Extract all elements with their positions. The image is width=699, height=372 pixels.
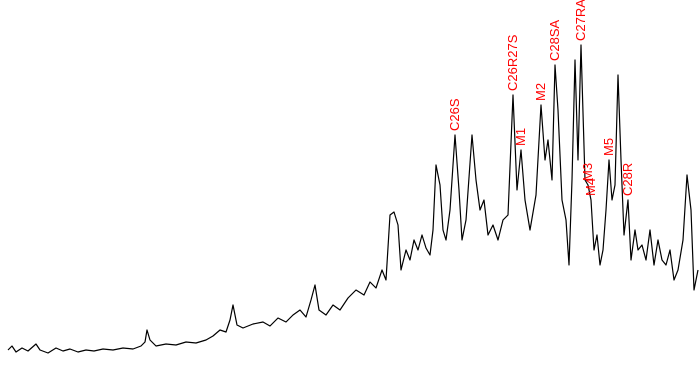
peak-label: M3 [580,163,595,181]
peak-label: M2 [533,83,548,101]
peak-label: C27RA [573,0,588,41]
peak-label: C28SA [547,19,562,61]
peak-label: C26S [447,98,462,131]
peak-label: M4 [583,178,598,196]
peak-label: C28R [620,163,635,196]
data-line [7,44,699,354]
peak-label: C26R27S [505,34,520,91]
peak-label: M1 [513,128,528,146]
peak-label: M5 [601,138,616,156]
